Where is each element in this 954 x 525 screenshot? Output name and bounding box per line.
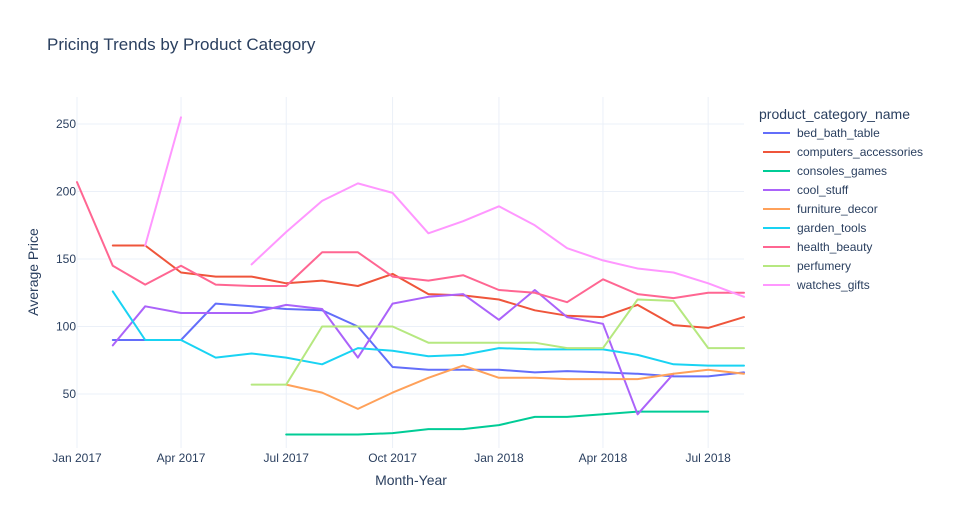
y-tick-label: 150 bbox=[56, 252, 76, 266]
legend-label: perfumery bbox=[797, 259, 851, 273]
series-line-perfumery bbox=[250, 298, 745, 386]
series-lines bbox=[76, 116, 745, 436]
grid bbox=[76, 97, 744, 448]
x-tick-label: Jan 2017 bbox=[52, 451, 102, 465]
x-tick-label: Jan 2018 bbox=[474, 451, 524, 465]
legend-label: garden_tools bbox=[797, 221, 866, 235]
x-tick-label: Jul 2018 bbox=[685, 451, 731, 465]
y-tick-label: 100 bbox=[56, 320, 76, 334]
chart-title: Pricing Trends by Product Category bbox=[47, 35, 316, 54]
legend-label: cool_stuff bbox=[797, 183, 849, 197]
x-axis-title: Month-Year bbox=[375, 472, 447, 488]
x-tick-label: Apr 2018 bbox=[579, 451, 628, 465]
legend-title: product_category_name bbox=[759, 106, 910, 122]
legend: product_category_name bed_bath_tablecomp… bbox=[759, 106, 923, 292]
series-line-bed-bath-table bbox=[111, 302, 745, 378]
y-tick-label: 50 bbox=[63, 387, 77, 401]
series-line-watches-gifts bbox=[144, 116, 745, 298]
series-line-health-beauty bbox=[76, 181, 745, 304]
y-axis-title: Average Price bbox=[25, 228, 41, 316]
legend-label: health_beauty bbox=[797, 240, 872, 254]
series-line-garden-tools bbox=[111, 290, 745, 367]
x-tick-label: Oct 2017 bbox=[368, 451, 417, 465]
legend-label: computers_accessories bbox=[797, 145, 923, 159]
series-line-furniture-decor bbox=[285, 364, 745, 410]
y-axis-ticks: 50 100 150 200 250 bbox=[56, 117, 76, 401]
x-tick-label: Jul 2017 bbox=[264, 451, 310, 465]
legend-label: consoles_games bbox=[797, 164, 887, 178]
y-tick-label: 250 bbox=[56, 117, 76, 131]
series-line-computers-accessories bbox=[111, 244, 745, 329]
legend-label: watches_gifts bbox=[796, 278, 870, 292]
legend-label: bed_bath_table bbox=[797, 126, 880, 140]
series-line-cool-stuff bbox=[111, 289, 675, 416]
legend-label: furniture_decor bbox=[797, 202, 878, 216]
legend-items: bed_bath_table computers_accessoriesconso… bbox=[763, 126, 923, 292]
x-tick-label: Apr 2017 bbox=[157, 451, 206, 465]
y-tick-label: 200 bbox=[56, 185, 76, 199]
x-axis-ticks: Jan 2017 Apr 2017 Jul 2017 Oct 2017 Jan 2018… bbox=[52, 451, 731, 465]
series-line-consoles-games bbox=[285, 410, 710, 436]
